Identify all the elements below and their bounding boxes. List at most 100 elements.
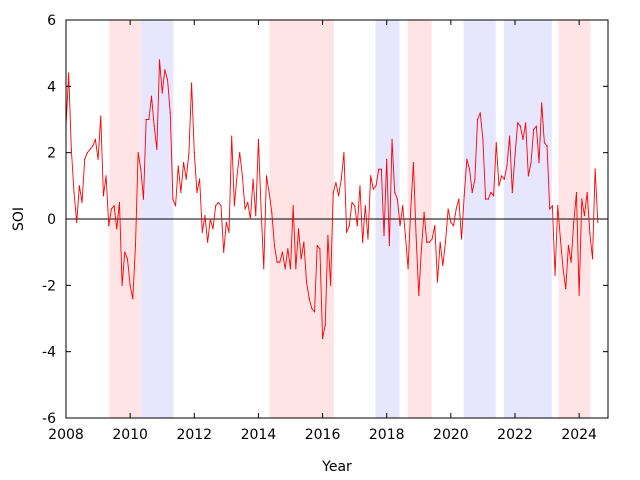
data-point-156 [479, 112, 481, 114]
data-point-151 [466, 158, 468, 160]
data-point-80 [276, 261, 278, 263]
data-point-200 [597, 221, 599, 223]
data-point-187 [562, 268, 564, 270]
data-point-53 [204, 215, 206, 217]
data-point-4 [73, 191, 75, 194]
data-point-63 [231, 135, 233, 137]
data-point-72 [255, 215, 257, 217]
data-point-9 [86, 152, 88, 154]
data-point-170 [517, 122, 519, 124]
data-point-182 [549, 208, 551, 210]
data-point-159 [487, 198, 489, 200]
data-point-141 [439, 241, 441, 243]
data-point-28 [137, 152, 139, 154]
data-point-57 [215, 205, 217, 207]
data-point-190 [570, 261, 572, 263]
data-point-116 [372, 188, 374, 190]
data-point-166 [506, 165, 508, 167]
data-point-101 [332, 191, 334, 194]
data-point-103 [337, 195, 340, 197]
data-point-43 [177, 165, 179, 167]
data-point-56 [212, 228, 214, 230]
data-point-54 [207, 241, 209, 243]
data-point-37 [161, 92, 163, 94]
data-point-164 [501, 175, 503, 177]
data-point-16 [105, 175, 107, 177]
data-point-134 [420, 248, 423, 250]
data-point-12 [94, 138, 96, 140]
data-point-100 [329, 284, 332, 286]
data-point-47 [188, 152, 190, 154]
data-point-58 [217, 201, 219, 204]
data-point-149 [460, 238, 463, 240]
data-point-155 [476, 118, 479, 121]
x-tick-label-2014: 2014 [241, 427, 277, 443]
data-point-61 [225, 221, 227, 223]
data-point-38 [164, 69, 166, 71]
y-tick-label--2: -2 [42, 278, 56, 294]
data-point-35 [156, 148, 158, 150]
soi-series-line [65, 59, 599, 339]
data-point-148 [458, 198, 460, 200]
data-point-10 [89, 148, 91, 150]
data-point-113 [364, 205, 366, 207]
data-point-76 [265, 175, 268, 177]
x-axis-label: Year [321, 459, 352, 475]
data-point-59 [220, 205, 222, 207]
data-point-192 [575, 191, 578, 194]
data-point-68 [244, 208, 246, 210]
data-point-5 [76, 221, 78, 223]
data-point-26 [132, 298, 134, 300]
data-point-93 [311, 307, 313, 310]
data-point-70 [249, 218, 252, 220]
data-point-168 [511, 191, 513, 194]
data-point-96 [319, 248, 321, 250]
data-point-117 [375, 185, 377, 187]
data-point-198 [591, 258, 594, 260]
data-point-173 [525, 122, 527, 124]
data-point-79 [273, 244, 276, 247]
data-point-110 [356, 225, 358, 227]
data-point-30 [142, 198, 145, 200]
data-point-167 [509, 135, 511, 137]
data-point-84 [287, 248, 289, 250]
data-point-136 [426, 241, 428, 243]
data-point-152 [468, 168, 471, 170]
data-point-108 [351, 201, 353, 204]
data-point-92 [308, 298, 310, 300]
x-tick-label-2010: 2010 [112, 427, 148, 443]
data-point-146 [452, 225, 455, 227]
data-point-162 [495, 142, 497, 144]
y-tick-label-4: 4 [47, 79, 56, 95]
data-point-118 [378, 168, 380, 170]
data-point-137 [428, 241, 431, 243]
x-tick-label-2012: 2012 [176, 427, 212, 443]
data-point-25 [129, 284, 131, 286]
data-point-129 [407, 268, 409, 270]
data-point-48 [191, 82, 193, 84]
data-point-21 [118, 201, 121, 204]
data-point-73 [257, 138, 260, 140]
data-point-42 [174, 205, 177, 207]
data-point-179 [541, 102, 543, 104]
data-point-20 [116, 228, 118, 230]
data-point-154 [474, 178, 476, 180]
data-point-174 [527, 175, 529, 177]
data-point-52 [201, 231, 203, 233]
soi-points-layer [65, 59, 599, 339]
data-point-23 [124, 251, 126, 253]
data-point-78 [271, 211, 273, 213]
data-point-81 [279, 261, 281, 263]
data-point-71 [252, 178, 254, 180]
data-point-29 [140, 168, 142, 170]
data-point-104 [340, 178, 342, 180]
data-point-111 [359, 185, 361, 187]
data-point-22 [121, 284, 123, 286]
x-tick-label-2020: 2020 [433, 427, 469, 443]
data-point-89 [300, 258, 302, 260]
data-point-88 [297, 228, 300, 230]
data-point-157 [482, 138, 484, 140]
data-point-41 [172, 198, 174, 200]
data-point-91 [305, 281, 308, 283]
